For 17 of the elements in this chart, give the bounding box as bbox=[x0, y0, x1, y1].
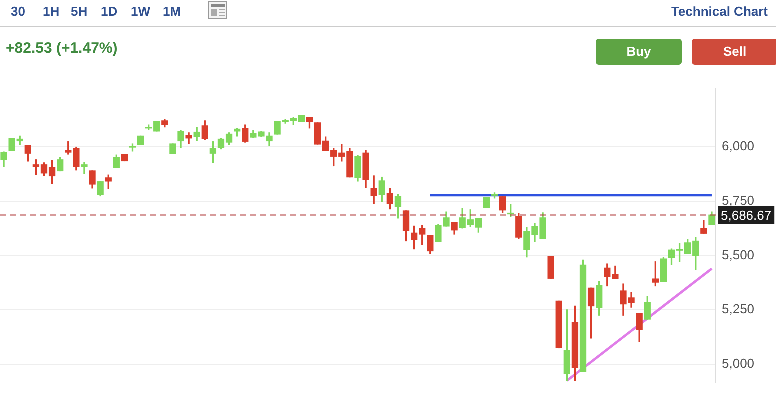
ref-line-label: 5,686.67 bbox=[721, 208, 772, 223]
text: Buy bbox=[596, 39, 682, 65]
y-tick-label: 5,000 bbox=[722, 356, 755, 372]
y-tick-label: 5,250 bbox=[722, 302, 755, 317]
chart-subtitle: +82.53 (+1.47%) bbox=[6, 40, 118, 57]
text: 1W bbox=[130, 3, 152, 20]
text: 1M bbox=[162, 3, 182, 20]
text: 1D bbox=[100, 3, 119, 20]
text: 5H bbox=[70, 3, 89, 20]
y-tick-label: 5,750 bbox=[722, 193, 755, 208]
chart-title: Technical Chart bbox=[671, 4, 768, 19]
text: 30 bbox=[10, 3, 26, 20]
y-tick-label: 6,000 bbox=[722, 138, 755, 154]
text: 1H bbox=[42, 3, 61, 20]
y-tick-label: 5,500 bbox=[722, 247, 755, 262]
text: Sell bbox=[692, 39, 776, 65]
candlestick bbox=[81, 162, 88, 174]
